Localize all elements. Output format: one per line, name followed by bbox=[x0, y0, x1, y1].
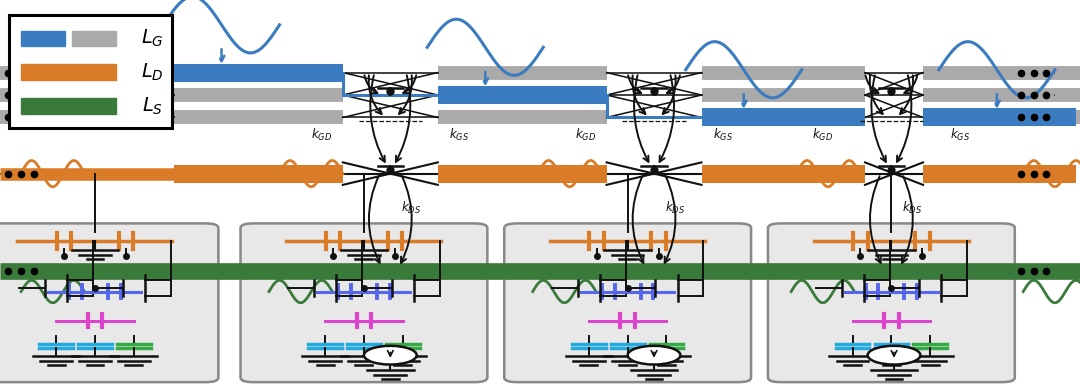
Text: $\mathit{L}_{S}$: $\mathit{L}_{S}$ bbox=[143, 95, 163, 116]
Text: $\mathit{L}_{D}$: $\mathit{L}_{D}$ bbox=[140, 62, 163, 83]
Text: $k_{GD}$: $k_{GD}$ bbox=[311, 127, 333, 143]
Circle shape bbox=[867, 346, 920, 365]
FancyBboxPatch shape bbox=[241, 223, 487, 382]
FancyBboxPatch shape bbox=[10, 15, 172, 128]
FancyBboxPatch shape bbox=[504, 223, 751, 382]
FancyBboxPatch shape bbox=[0, 223, 218, 382]
FancyBboxPatch shape bbox=[768, 223, 1015, 382]
Text: $k_{GS}$: $k_{GS}$ bbox=[950, 127, 970, 143]
Bar bbox=[22, 98, 116, 114]
Text: $k_{DS}$: $k_{DS}$ bbox=[903, 200, 922, 216]
Text: $k_{DS}$: $k_{DS}$ bbox=[402, 200, 421, 216]
Text: $k_{GS}$: $k_{GS}$ bbox=[713, 127, 732, 143]
Text: $k_{GD}$: $k_{GD}$ bbox=[812, 127, 834, 143]
Text: $k_{GS}$: $k_{GS}$ bbox=[449, 127, 469, 143]
Bar bbox=[22, 31, 66, 46]
Circle shape bbox=[364, 346, 417, 365]
Text: $k_{GD}$: $k_{GD}$ bbox=[575, 127, 596, 143]
Text: $\mathit{L}_{G}$: $\mathit{L}_{G}$ bbox=[140, 28, 163, 49]
Circle shape bbox=[627, 346, 680, 365]
Bar bbox=[22, 64, 116, 80]
Bar bbox=[71, 31, 116, 46]
Text: $k_{DS}$: $k_{DS}$ bbox=[665, 200, 685, 216]
